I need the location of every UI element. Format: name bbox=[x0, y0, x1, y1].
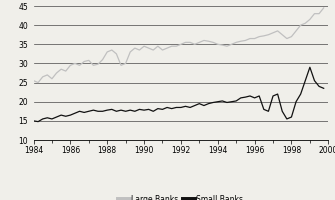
Small Banks bbox=[322, 87, 326, 90]
Small Banks bbox=[197, 102, 201, 105]
Small Banks bbox=[31, 120, 36, 122]
Large Banks bbox=[322, 7, 326, 9]
Large Banks bbox=[220, 44, 224, 46]
Line: Large Banks: Large Banks bbox=[34, 8, 324, 83]
Small Banks bbox=[225, 101, 229, 104]
Large Banks bbox=[36, 81, 40, 84]
Large Banks bbox=[156, 45, 160, 47]
Large Banks bbox=[197, 41, 201, 44]
Large Banks bbox=[225, 45, 229, 47]
Large Banks bbox=[31, 79, 36, 82]
Small Banks bbox=[220, 100, 224, 102]
Line: Small Banks: Small Banks bbox=[34, 67, 324, 122]
Small Banks bbox=[179, 106, 183, 109]
Large Banks bbox=[73, 62, 77, 65]
Small Banks bbox=[156, 107, 160, 110]
Small Banks bbox=[308, 66, 312, 68]
Legend: Large Banks, Small Banks: Large Banks, Small Banks bbox=[118, 194, 244, 200]
Small Banks bbox=[73, 112, 77, 114]
Large Banks bbox=[179, 43, 183, 45]
Small Banks bbox=[36, 120, 40, 123]
